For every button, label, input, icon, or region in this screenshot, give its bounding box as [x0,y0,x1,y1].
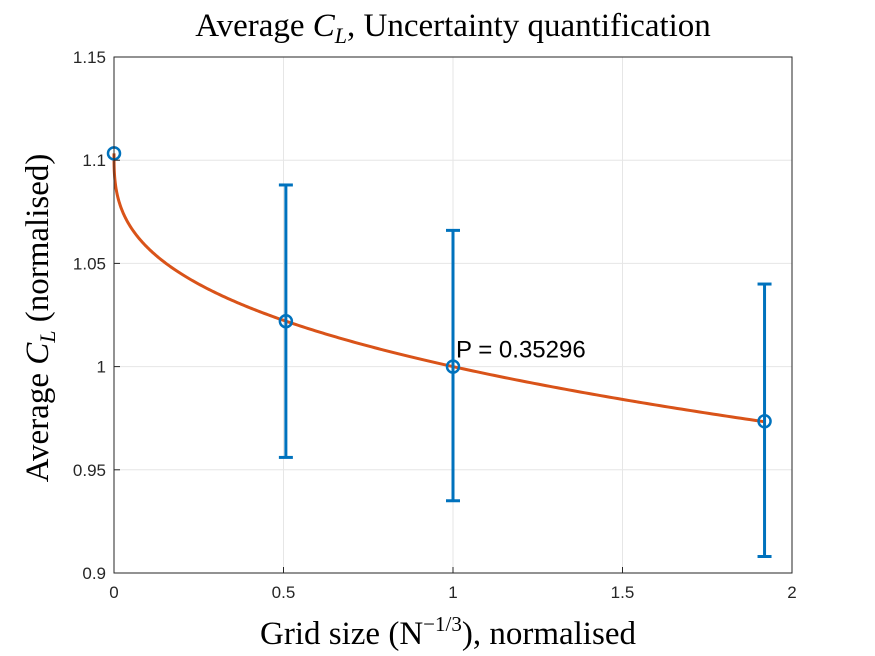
x-tick-label: 1 [448,583,457,602]
data-point [757,414,772,429]
x-tick-label: 0 [109,583,118,602]
y-tick-label: 0.95 [73,461,106,480]
chart-title: Average CL, Uncertainty quantification [195,8,711,48]
y-tick-label: 1.05 [73,254,106,273]
x-axis-label: Grid size (N−1/3), normalised [260,612,636,652]
fit-curve [112,153,765,424]
x-tick-label: 2 [787,583,796,602]
annotation-text: P = 0.35296 [456,337,586,364]
error-bars-layer [278,183,772,558]
data-point [278,313,294,329]
y-axis-label: Average CL (normalised) [20,154,60,483]
y-tick-label: 1.1 [82,151,106,170]
x-tick-label: 0.5 [272,583,296,602]
y-tick-label: 1 [97,358,106,377]
y-tick-label: 0.9 [82,564,106,583]
tick-labels: 0 0.5 1 1.5 2 0.9 0.95 1 1.05 1.1 1.15 [73,48,797,602]
data-point [445,359,461,374]
x-tick-label: 1.5 [611,583,635,602]
y-tick-label: 1.15 [73,48,106,67]
fit-curve-layer [112,153,765,424]
